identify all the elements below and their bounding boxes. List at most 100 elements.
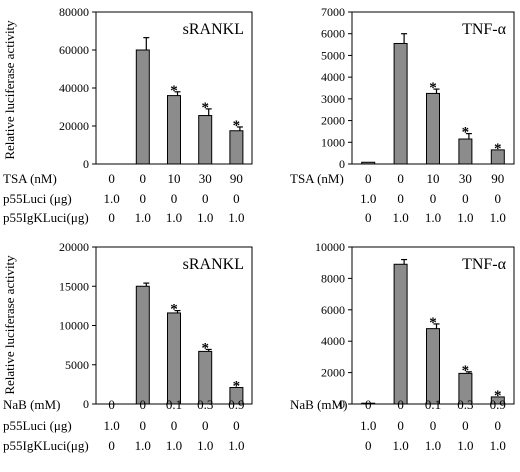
bar: [426, 328, 440, 405]
condition-value: 0: [202, 191, 209, 206]
bar: [135, 49, 150, 165]
condition-label: p55IgKLuci(μg): [3, 438, 89, 453]
condition-value: 0: [233, 418, 240, 433]
condition-value: 0: [140, 191, 147, 206]
condition-label: TSA (nM): [3, 171, 57, 186]
bar: [361, 161, 376, 165]
bar: [393, 263, 408, 405]
condition-value: 1.0: [425, 438, 441, 453]
y-tick-label: 6000: [321, 303, 345, 317]
condition-value: 0.9: [490, 397, 506, 412]
condition-value: 1.0: [135, 438, 151, 453]
condition-value: 1.0: [197, 210, 213, 225]
y-tick-label: 60000: [59, 43, 89, 57]
condition-value: 0: [430, 191, 437, 206]
y-tick-label: 2000: [321, 114, 345, 128]
significance-marker: *: [170, 302, 178, 318]
bar: [229, 387, 244, 405]
y-tick-label: 10000: [315, 240, 345, 254]
condition-value: 1.0: [228, 210, 244, 225]
condition-value: 1.0: [457, 210, 473, 225]
y-tick-label: 5000: [65, 358, 89, 372]
condition-value: 90: [491, 171, 504, 186]
bar: [458, 138, 473, 165]
bar: [167, 312, 181, 405]
condition-value: 0: [365, 438, 372, 453]
condition-value: 0: [202, 418, 209, 433]
chart-panel-1: 0 20000 40000 60000 80000 sRANKL * * * TSA (nM) 0 0…: [3, 5, 253, 225]
condition-label: p55Luci (μg): [3, 191, 72, 206]
y-tick-label: 4000: [321, 334, 345, 348]
condition-value: 1.0: [103, 191, 119, 206]
y-tick-label: 15000: [59, 279, 89, 293]
y-tick-label: 20000: [59, 119, 89, 133]
chart-title: sRANKL: [183, 256, 244, 273]
condition-label: TSA (nM): [290, 171, 344, 186]
condition-value: 0: [140, 418, 147, 433]
condition-value: 0: [397, 191, 404, 206]
bar: [490, 396, 505, 405]
y-tick-label: 6000: [321, 27, 345, 41]
condition-value: 10: [168, 171, 181, 186]
y-axis-label-bottom: Relative luciferase activity: [2, 255, 17, 395]
condition-value: 1.0: [457, 438, 473, 453]
y-axis-label-top: Relative luciferase activity: [2, 20, 17, 160]
condition-value: 1.0: [228, 438, 244, 453]
bar: [167, 95, 181, 165]
condition-value: 30: [199, 171, 212, 186]
bar: [490, 149, 505, 165]
significance-marker: *: [494, 388, 502, 404]
condition-value: 10: [427, 171, 440, 186]
condition-value: 1.0: [166, 210, 182, 225]
significance-marker: *: [233, 118, 241, 134]
condition-label: p55IgKLuci(μg): [3, 210, 89, 225]
condition-value: 1.0: [392, 210, 408, 225]
y-tick-label: 0: [339, 157, 345, 171]
significance-marker: *: [233, 379, 241, 395]
y-tick-label: 80000: [59, 5, 89, 19]
y-tick-label: 10000: [59, 319, 89, 333]
condition-label: NaB (mM): [3, 397, 60, 412]
chart-panel-2: 01000200030004000500060007000TNF-α***TSA…: [290, 5, 515, 225]
significance-marker: *: [494, 141, 502, 157]
condition-value: 1.0: [103, 418, 119, 433]
condition-value: 0.3: [197, 397, 213, 412]
y-tick-label: 4000: [321, 70, 345, 84]
condition-value: 1.0: [425, 210, 441, 225]
y-tick-label: 0: [83, 397, 89, 411]
condition-value: 1.0: [490, 210, 506, 225]
condition-value: 0: [365, 171, 372, 186]
condition-value: 0.3: [457, 397, 473, 412]
condition-value: 1.0: [135, 210, 151, 225]
chart-title: TNF-α: [462, 21, 507, 38]
condition-value: 0.9: [228, 397, 244, 412]
condition-value: 0: [462, 191, 469, 206]
condition-value: 0: [397, 418, 404, 433]
condition-value: 0: [108, 397, 115, 412]
condition-value: 0: [108, 171, 115, 186]
condition-value: 0: [140, 171, 147, 186]
condition-value: 0: [171, 418, 178, 433]
condition-value: 0: [462, 418, 469, 433]
condition-label: p55Luci (μg): [3, 418, 72, 433]
condition-value: 0: [233, 191, 240, 206]
significance-marker: *: [170, 83, 178, 99]
condition-value: 0: [171, 191, 178, 206]
chart-title: sRANKL: [183, 21, 244, 38]
condition-value: 1.0: [490, 438, 506, 453]
bar: [198, 115, 213, 165]
condition-value: 0: [140, 397, 147, 412]
y-tick-label: 7000: [321, 5, 345, 19]
chart-title: TNF-α: [462, 256, 507, 273]
significance-marker: *: [462, 363, 470, 379]
y-tick-label: 0: [339, 397, 345, 411]
bar: [198, 350, 213, 405]
condition-value: 0.1: [166, 397, 182, 412]
condition-value: 0: [365, 397, 372, 412]
bar: [135, 285, 150, 405]
y-tick-label: 5000: [321, 48, 345, 62]
y-tick-label: 8000: [321, 271, 345, 285]
bar: [229, 130, 244, 165]
y-tick-label: 20000: [59, 240, 89, 254]
